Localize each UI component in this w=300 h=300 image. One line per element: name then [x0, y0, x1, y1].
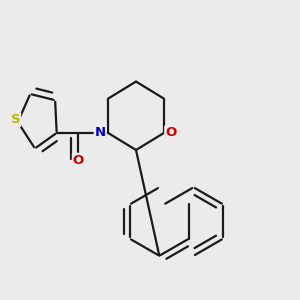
Text: S: S [11, 113, 20, 126]
Text: O: O [165, 126, 176, 140]
Text: O: O [73, 154, 84, 167]
Text: N: N [95, 126, 106, 140]
